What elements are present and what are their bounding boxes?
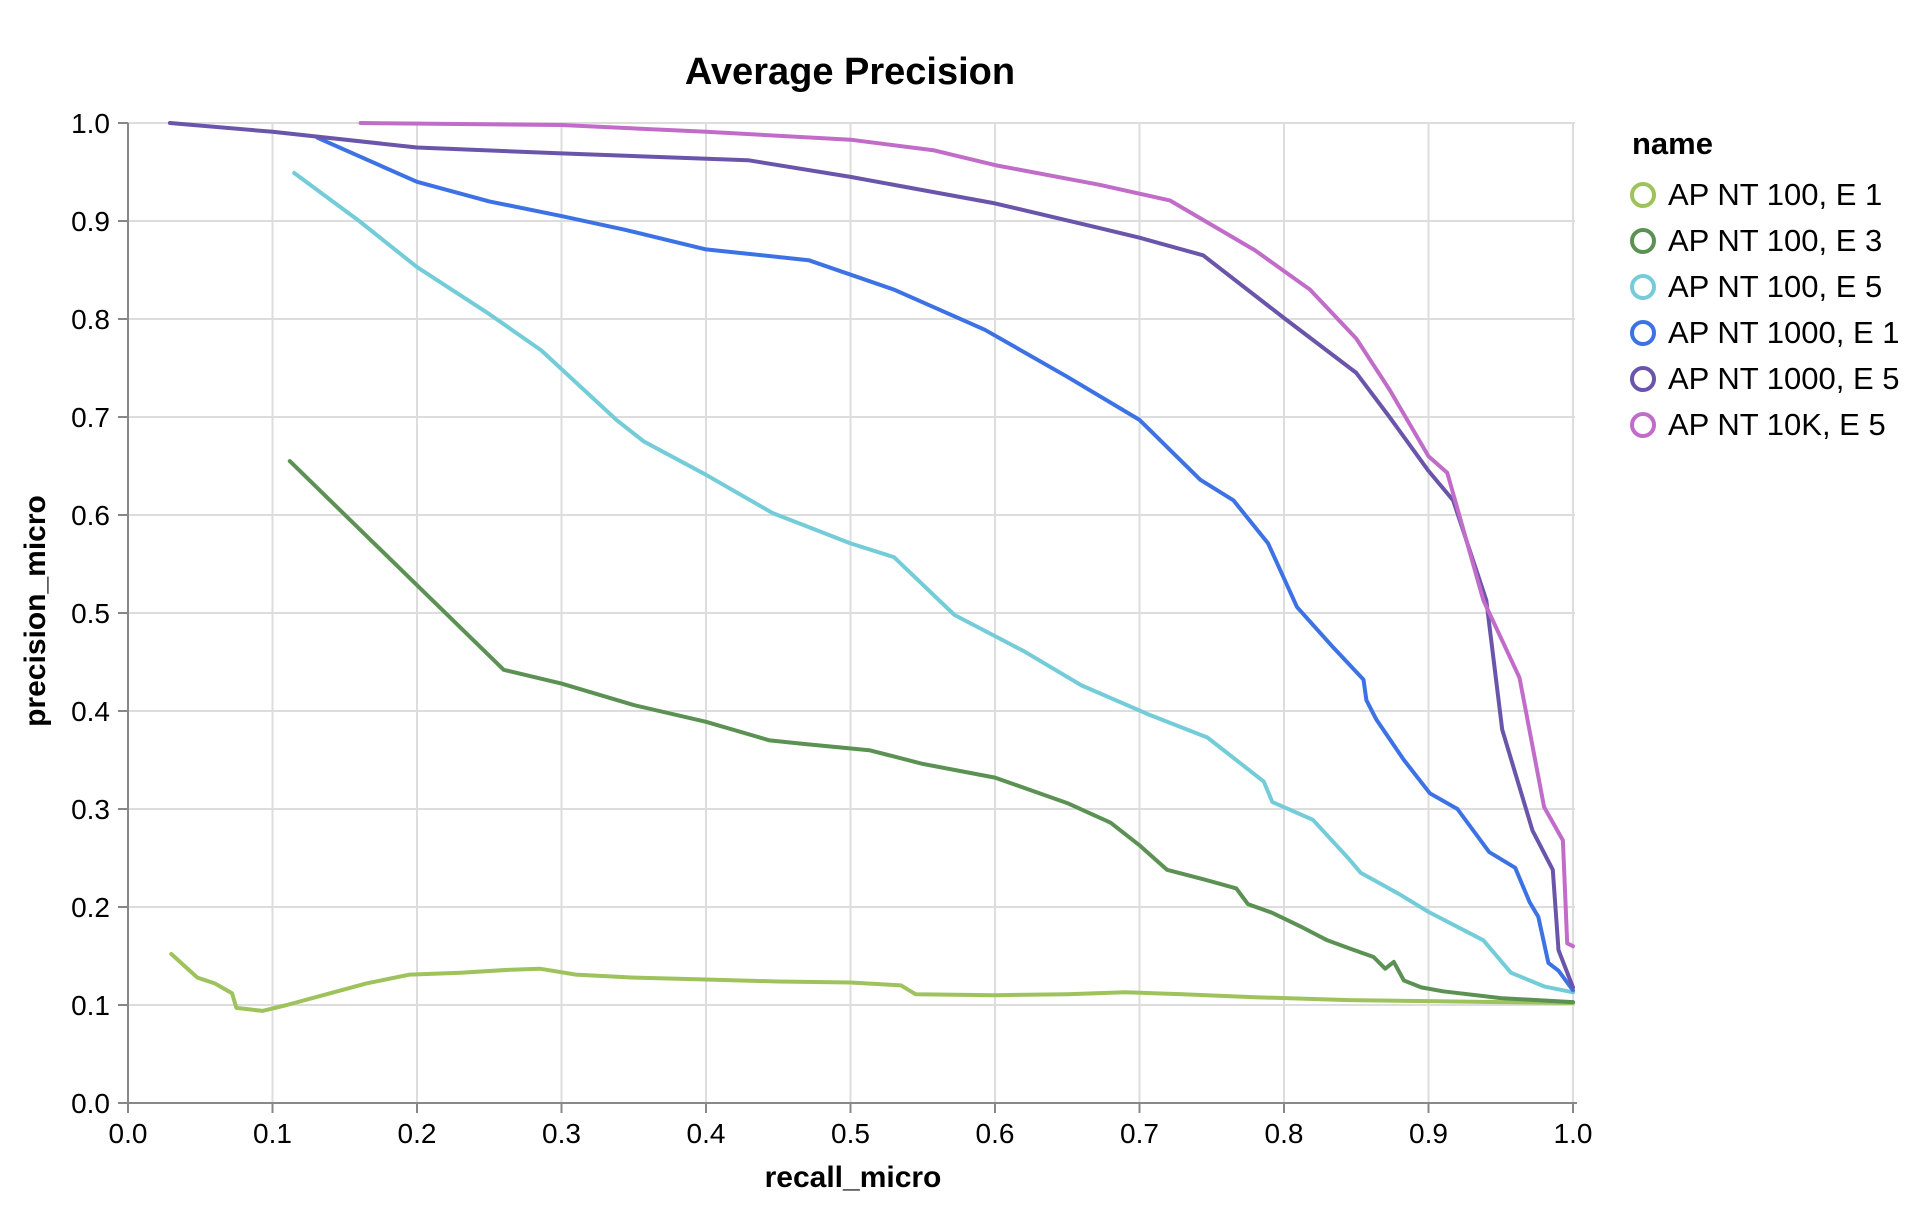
x-tick-label: 0.7 (1120, 1118, 1159, 1149)
legend-items: AP NT 100, E 1 AP NT 100, E 3 AP NT 100, E… (1630, 172, 1900, 448)
legend-item-label: AP NT 1000, E 5 (1668, 361, 1900, 396)
x-tick-label: 0.1 (253, 1118, 292, 1149)
axes: 0.0 0.1 0.2 0.3 0.4 0.5 0.6 0.7 0.8 0.9 1.0 0.0 0.1 0… (71, 108, 1592, 1149)
series-line-ap-nt-100-e-5 (292, 171, 1575, 995)
legend: name AP NT 100, E 1 AP NT 100, E 3 AP NT 1… (1630, 126, 1900, 448)
y-tick-label: 0.3 (71, 794, 110, 825)
open-circle-icon (1630, 228, 1656, 254)
x-tick-label: 0.2 (398, 1118, 437, 1149)
y-tick-label: 0.0 (71, 1088, 110, 1119)
y-tick-label: 0.5 (71, 598, 110, 629)
open-circle-icon (1630, 412, 1656, 438)
chart-title: Average Precision (684, 51, 1016, 93)
y-tick-label: 0.2 (71, 892, 110, 923)
legend-item: AP NT 100, E 5 (1630, 264, 1900, 310)
legend-item: AP NT 10K, E 5 (1630, 402, 1900, 448)
series-group (167, 121, 1575, 1013)
legend-item: AP NT 1000, E 1 (1630, 310, 1900, 356)
legend-item: AP NT 100, E 1 (1630, 172, 1900, 218)
legend-item: AP NT 1000, E 5 (1630, 356, 1900, 402)
open-circle-icon (1630, 182, 1656, 208)
y-tick-label: 0.8 (71, 304, 110, 335)
open-circle-icon (1630, 320, 1656, 346)
series-line-ap-nt-100-e-1 (169, 952, 1575, 1013)
series-line-ap-nt-1000-e-1 (315, 135, 1575, 993)
legend-item-label: AP NT 100, E 3 (1668, 223, 1883, 258)
legend-item: AP NT 100, E 3 (1630, 218, 1900, 264)
series-line-ap-nt-100-e-3 (287, 459, 1575, 1005)
legend-title: name (1632, 126, 1713, 161)
x-tick-label: 0.9 (1409, 1118, 1448, 1149)
x-tick-label: 0.4 (687, 1118, 726, 1149)
x-tick-label: 0.6 (976, 1118, 1015, 1149)
y-tick-label: 0.1 (71, 990, 110, 1021)
open-circle-icon (1630, 274, 1656, 300)
x-tick-label: 0.8 (1265, 1118, 1304, 1149)
legend-item-label: AP NT 100, E 1 (1668, 177, 1883, 212)
y-tick-label: 1.0 (71, 108, 110, 139)
y-tick-label: 0.6 (71, 500, 110, 531)
legend-item-label: AP NT 100, E 5 (1668, 269, 1883, 304)
x-tick-label: 0.5 (831, 1118, 870, 1149)
legend-item-label: AP NT 1000, E 1 (1668, 315, 1900, 350)
x-axis-title: recall_micro (764, 1161, 942, 1194)
y-axis-title: precision_micro (19, 495, 52, 727)
open-circle-icon (1630, 366, 1656, 392)
y-tick-label: 0.9 (71, 206, 110, 237)
x-tick-label: 0.3 (542, 1118, 581, 1149)
gridlines (127, 122, 1575, 1104)
y-tick-label: 0.7 (71, 402, 110, 433)
x-tick-label: 0.0 (109, 1118, 148, 1149)
y-tick-label: 0.4 (71, 696, 110, 727)
series-line-ap-nt-10k-e-5 (358, 121, 1575, 949)
x-tick-label: 1.0 (1554, 1118, 1593, 1149)
series-line-ap-nt-1000-e-5 (167, 121, 1575, 990)
legend-item-label: AP NT 10K, E 5 (1668, 407, 1886, 442)
